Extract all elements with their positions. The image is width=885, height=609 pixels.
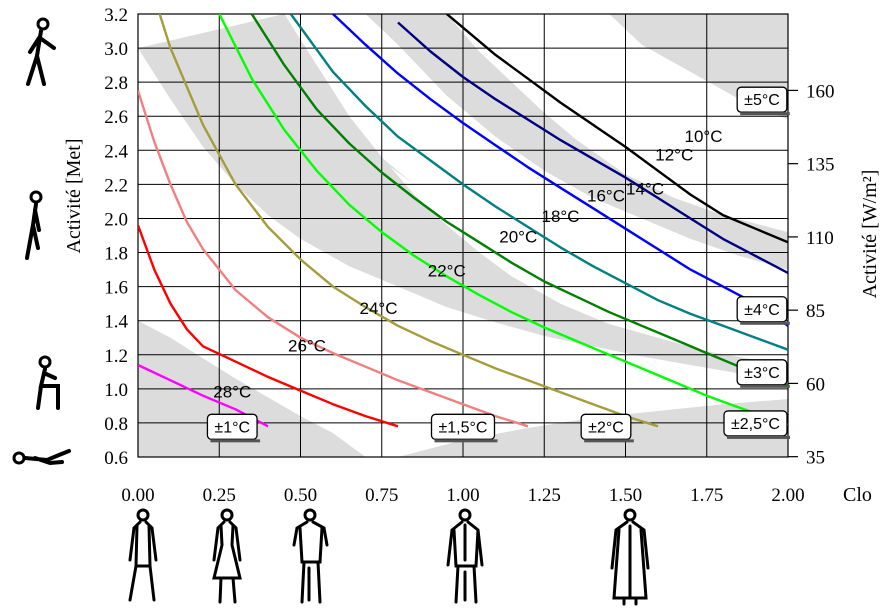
tolerance-label-0: ±1°C xyxy=(207,414,260,442)
y-tick-label-left: 1.0 xyxy=(104,380,128,401)
y-tick-label-right: 35 xyxy=(806,448,825,469)
curve-label-12c: 12°C xyxy=(655,146,693,165)
tolerance-label-3: ±2,5°C xyxy=(724,411,790,439)
y-tick-label-left: 2.4 xyxy=(104,141,128,162)
curve-label-14c: 14°C xyxy=(626,180,664,199)
x-tick-label: 0.50 xyxy=(284,485,317,506)
x-tick-label: 1.50 xyxy=(609,485,642,506)
x-tick-label: 0.25 xyxy=(203,485,236,506)
y-axis-title-left: Activité [Met] xyxy=(63,139,85,254)
sitting-person-icon xyxy=(38,357,58,408)
curve-label-26c: 26°C xyxy=(288,336,326,355)
y-tick-label-right: 160 xyxy=(806,81,835,102)
tolerance-label-4: ±3°C xyxy=(737,360,790,388)
x-axis-title: Clo xyxy=(843,484,872,506)
x-tick-label: 0.75 xyxy=(365,485,398,506)
svg-text:±1,5°C: ±1,5°C xyxy=(439,419,488,436)
y-tick-label-left: 1.8 xyxy=(104,244,128,265)
reclining-person-icon xyxy=(14,451,69,463)
y-tick-label-left: 2.6 xyxy=(104,107,128,128)
winter-coat-icon xyxy=(612,510,648,604)
y-tick-label-left: 3.0 xyxy=(104,39,128,60)
x-tick-label: 1.75 xyxy=(690,485,723,506)
svg-text:±2,5°C: ±2,5°C xyxy=(731,416,780,433)
curve-label-22c: 22°C xyxy=(428,261,466,280)
y-tick-label-right: 110 xyxy=(806,228,834,249)
y-axis-title-right: Activité [W/m²] xyxy=(859,170,881,299)
tolerance-label-2: ±2°C xyxy=(581,414,634,442)
y-tick-label-left: 2.8 xyxy=(104,73,128,94)
light-clothing-icon xyxy=(214,510,240,602)
svg-text:±3°C: ±3°C xyxy=(744,365,780,382)
summer-clothing-icon xyxy=(294,510,327,602)
curve-label-16c: 16°C xyxy=(587,186,625,205)
curve-label-10c: 10°C xyxy=(685,127,723,146)
y-tick-label-left: 2.0 xyxy=(104,209,128,230)
y-tick-label-left: 2.2 xyxy=(104,175,128,196)
nude-figure-icon xyxy=(130,510,156,600)
business-suit-icon xyxy=(448,510,482,602)
curve-label-20c: 20°C xyxy=(499,227,537,246)
y-tick-label-left: 0.8 xyxy=(104,414,128,435)
y-tick-label-right: 135 xyxy=(806,155,835,176)
curve-label-18c: 18°C xyxy=(542,207,580,226)
x-tick-label: 1.25 xyxy=(528,485,561,506)
standing-person-icon xyxy=(27,192,41,258)
y-tick-label-left: 1.2 xyxy=(104,346,128,367)
x-tick-label: 2.00 xyxy=(771,485,804,506)
svg-text:±1°C: ±1°C xyxy=(214,419,250,436)
tolerance-label-6: ±5°C xyxy=(737,87,790,115)
x-tick-label: 1.00 xyxy=(446,485,479,506)
svg-text:±2°C: ±2°C xyxy=(588,419,624,436)
y-tick-label-left: 1.4 xyxy=(104,312,128,333)
curve-label-24c: 24°C xyxy=(360,299,398,318)
svg-text:±4°C: ±4°C xyxy=(744,302,780,319)
y-tick-label-left: 1.6 xyxy=(104,278,128,299)
tolerance-label-1: ±1,5°C xyxy=(432,414,498,442)
y-tick-label-right: 85 xyxy=(806,301,825,322)
tolerance-label-5: ±4°C xyxy=(737,297,790,325)
walking-person-icon xyxy=(28,19,54,84)
y-tick-label-left: 3.2 xyxy=(104,5,128,26)
x-tick-label: 0.00 xyxy=(121,485,154,506)
svg-text:±5°C: ±5°C xyxy=(744,92,780,109)
y-tick-label-left: 0.6 xyxy=(104,448,128,469)
y-tick-label-right: 60 xyxy=(806,374,825,395)
curve-label-28c: 28°C xyxy=(213,382,251,401)
